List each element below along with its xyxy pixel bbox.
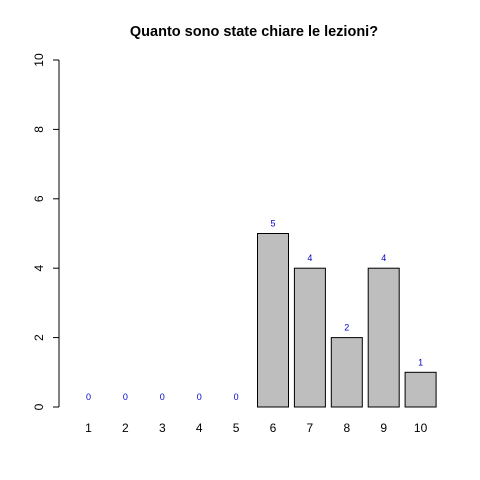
data-label: 0 bbox=[123, 392, 128, 402]
x-tick-label: 4 bbox=[196, 421, 203, 435]
x-tick-label: 3 bbox=[159, 421, 166, 435]
bar bbox=[257, 233, 289, 408]
y-tick-label: 4 bbox=[32, 265, 46, 272]
bars: 0 0 0 0 0 5 4 2 4 1 bbox=[86, 219, 437, 408]
x-tick-label: 5 bbox=[233, 421, 240, 435]
data-label: 0 bbox=[160, 392, 165, 402]
y-tick-label: 10 bbox=[32, 53, 46, 67]
bar bbox=[367, 267, 400, 408]
y-tick-label: 0 bbox=[32, 403, 46, 410]
bar bbox=[330, 337, 363, 408]
x-tick-label: 7 bbox=[307, 421, 314, 435]
y-tick-label: 8 bbox=[32, 126, 46, 133]
x-tick-label: 8 bbox=[343, 421, 350, 435]
data-label: 5 bbox=[270, 219, 275, 229]
x-tick-label: 1 bbox=[85, 421, 92, 435]
bar bbox=[404, 371, 437, 408]
data-label: 0 bbox=[197, 392, 202, 402]
data-label: 1 bbox=[418, 357, 423, 367]
y-tick-label: 2 bbox=[32, 334, 46, 341]
chart-title: Quanto sono state chiare le lezioni? bbox=[130, 24, 378, 40]
x-tick-label: 9 bbox=[380, 421, 387, 435]
data-label: 0 bbox=[86, 392, 91, 402]
data-label: 2 bbox=[344, 323, 349, 333]
y-axis: 0 2 4 6 8 10 bbox=[32, 53, 60, 410]
data-label: 4 bbox=[381, 253, 386, 263]
x-tick-label: 10 bbox=[414, 421, 428, 435]
data-label: 0 bbox=[234, 392, 239, 402]
x-tick-label: 2 bbox=[122, 421, 129, 435]
x-tick-label: 6 bbox=[270, 421, 277, 435]
x-axis-labels: 1 2 3 4 5 6 7 8 9 10 bbox=[85, 421, 427, 435]
y-tick-label: 6 bbox=[32, 195, 46, 202]
data-label: 4 bbox=[307, 253, 312, 263]
bar bbox=[293, 267, 326, 408]
